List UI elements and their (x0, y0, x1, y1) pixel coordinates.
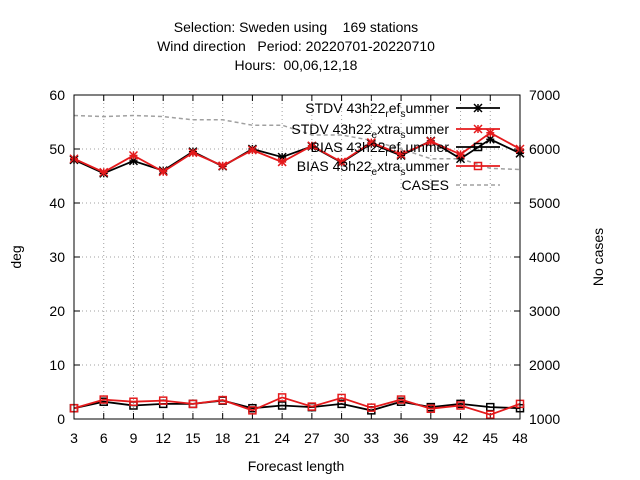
data-point (128, 150, 138, 161)
data-point (158, 167, 168, 177)
data-point (337, 393, 346, 403)
grid-lines (74, 95, 520, 419)
x-tick-label: 48 (512, 430, 528, 446)
data-point (426, 404, 436, 413)
data-point (456, 149, 466, 159)
axis-ticks: 0 10 20 30 40 50 60 1000 2000 3000 4000 5000 6000 700… (49, 87, 560, 446)
data-point (473, 161, 483, 171)
data-point (337, 399, 346, 409)
data-point (218, 161, 228, 171)
y2-tick-label: 5000 (529, 195, 560, 211)
chart-title-line-2: Wind direction Period: 20220701-20220710 (157, 38, 435, 54)
series-lines (69, 114, 525, 419)
data-point (473, 103, 483, 113)
x-tick-label: 36 (393, 430, 409, 446)
data-point (277, 393, 287, 402)
legend-label: BIAS 43h22refsummer (311, 139, 450, 159)
plot-frame (73, 94, 521, 420)
data-point (277, 401, 287, 410)
y2-tick-label: 7000 (529, 87, 560, 103)
data-point (456, 401, 465, 410)
y2-axis-label: No cases (590, 228, 606, 286)
x-tick-label: 12 (155, 430, 171, 446)
series-line (73, 138, 521, 175)
data-point (396, 149, 406, 159)
x-tick-label: 3 (70, 430, 78, 446)
data-point (247, 145, 257, 155)
series-line (73, 396, 521, 416)
y2-tick-label: 3000 (529, 303, 560, 319)
x-tick-label: 33 (364, 430, 380, 446)
x-tick-label: 27 (304, 430, 320, 446)
x-axis-label: Forecast length (248, 458, 345, 474)
x-tick-label: 21 (245, 430, 261, 446)
series-2 (69, 128, 525, 177)
x-tick-label: 45 (482, 430, 498, 446)
data-point (188, 148, 198, 158)
x-tick-label: 18 (215, 430, 231, 446)
data-point (473, 124, 483, 134)
data-point (99, 395, 108, 404)
y2-tick-label: 2000 (529, 357, 560, 373)
y-tick-label: 40 (49, 195, 65, 211)
data-point (337, 157, 347, 167)
data-point (485, 128, 495, 138)
chart-title-line-3: Hours: 00,06,12,18 (235, 57, 358, 73)
data-point (367, 403, 376, 412)
x-tick-label: 42 (453, 430, 469, 446)
data-point (129, 397, 138, 406)
data-point (396, 395, 406, 404)
legend-label: CASES (402, 177, 449, 193)
data-point (426, 136, 436, 146)
y2-tick-label: 4000 (529, 249, 560, 265)
series-line (73, 114, 521, 171)
data-point (218, 395, 227, 405)
legend-label: STDV 43h22refsummer (305, 100, 449, 120)
y-tick-label: 50 (49, 141, 65, 157)
x-tick-label: 15 (185, 430, 201, 446)
legend-label: BIAS 43h22extrasummer (297, 158, 450, 178)
data-point (366, 137, 376, 148)
y-tick-label: 20 (49, 303, 65, 319)
x-tick-label: 39 (423, 430, 439, 446)
y-tick-label: 30 (49, 249, 65, 265)
chart-title-line-1: Selection: Sweden using 169 stations (174, 19, 418, 35)
y-tick-label: 60 (49, 87, 65, 103)
data-point (99, 167, 109, 177)
x-tick-label: 30 (334, 430, 350, 446)
x-tick-label: 24 (274, 430, 290, 446)
data-point (158, 396, 168, 405)
data-point (248, 406, 257, 415)
x-tick-label: 9 (130, 430, 138, 446)
legend-label: STDV 43h22extrasummer (291, 121, 449, 141)
data-point (188, 399, 198, 409)
y-tick-label: 0 (57, 411, 65, 427)
x-tick-label: 6 (100, 430, 108, 446)
y-axis-label: deg (8, 245, 24, 268)
series-line (73, 399, 521, 412)
data-point (473, 142, 483, 152)
data-point (307, 402, 317, 411)
y2-tick-label: 1000 (529, 411, 560, 427)
y-tick-label: 10 (49, 357, 65, 373)
series-5 (73, 114, 521, 171)
series-line (73, 131, 521, 174)
data-point (486, 410, 495, 419)
data-point (307, 141, 317, 151)
y2-tick-label: 6000 (529, 141, 560, 157)
data-point (277, 157, 287, 167)
